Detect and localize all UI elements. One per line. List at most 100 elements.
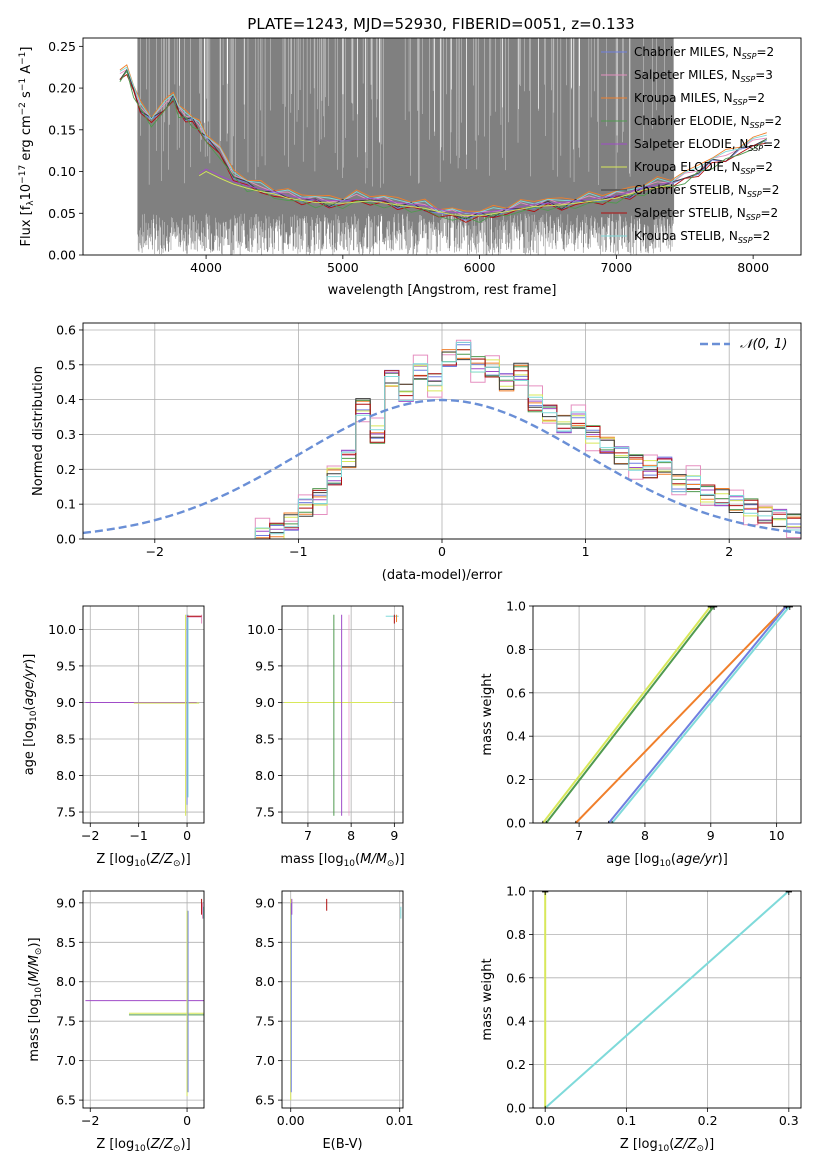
plot-frame <box>281 890 404 1109</box>
x-tick-label: 0 <box>183 828 191 843</box>
x-tick-label: 0.00 <box>277 1113 305 1128</box>
y-tick-label: 1.0 <box>506 599 526 614</box>
y-tick-label: 0.8 <box>506 927 526 942</box>
endpoint-marker: + <box>572 819 580 830</box>
y-tick-label: 0.25 <box>48 39 76 54</box>
model-spectrum-8 <box>119 66 767 215</box>
x-tick-label: 9 <box>707 828 715 843</box>
y-tick-label: 9.5 <box>255 658 275 673</box>
residuals-axes: −2 −1 0 1 2 0.0 0.1 0.2 0.3 0.4 0.5 0.6 <box>56 322 801 559</box>
x-tick-label: 8 <box>347 828 355 843</box>
elodie-spectrum-5 <box>198 170 672 217</box>
residual-histogram-8 <box>254 341 801 539</box>
spectrum-legend: Chabrier MILES, NSSP=2 Salpeter MILES, NS… <box>601 45 782 245</box>
y-tick-label: 0.05 <box>48 206 76 221</box>
plot-frame <box>82 890 205 1109</box>
y-tick-label: 9.0 <box>56 895 76 910</box>
spectrum-series <box>119 38 768 255</box>
y-tick-label: 0.00 <box>48 248 76 263</box>
y-tick-label: 9.0 <box>255 895 275 910</box>
massweight-vs-Z-xlabel: Z [log10(Z/Z⊙)] <box>620 1137 714 1154</box>
endpoint-marker: + <box>605 819 613 830</box>
x-tick-label: 0.2 <box>698 1113 718 1128</box>
y-tick-label: 1.0 <box>506 884 526 899</box>
elodie-spectrum-4 <box>198 168 672 214</box>
mass-vs-Z-axes: −2 0 6.5 7.0 7.5 8.0 8.5 9.0 <box>56 891 204 1128</box>
legend-entry: Chabrier ELODIE, NSSP=2 <box>634 114 782 130</box>
plot-frame <box>532 890 802 1109</box>
y-tick-label: 9.0 <box>255 695 275 710</box>
plot-frame <box>82 322 802 540</box>
y-tick-label: 0.0 <box>56 532 76 547</box>
y-tick-label: 7.5 <box>56 1014 76 1029</box>
y-tick-label: 8.0 <box>255 974 275 989</box>
x-tick-label: 5000 <box>327 260 359 275</box>
age-vs-Z-ylabel: age [log10(age/yr)] <box>22 654 39 776</box>
endpoint-marker: + <box>710 602 718 613</box>
y-tick-label: 0.0 <box>506 816 526 831</box>
plot-frame <box>281 605 404 824</box>
y-tick-label: 0.3 <box>56 427 76 442</box>
y-tick-label: 7.5 <box>255 805 275 820</box>
legend-entry: Chabrier STELIB, NSSP=2 <box>634 183 779 199</box>
gaussian-curve <box>83 398 801 535</box>
endpoint-marker: + <box>541 1104 549 1115</box>
mass-vs-Z-ylabel: mass [log10(M/M⊙)] <box>27 937 44 1061</box>
mass-vs-Z-xlabel: Z [log10(Z/Z⊙)] <box>96 1137 190 1154</box>
y-tick-label: 8.0 <box>255 768 275 783</box>
endpoint-marker: + <box>539 819 547 830</box>
mass-vs-EBV-axes: 0.00 0.01 6.5 7.0 7.5 8.0 8.5 9.0 <box>255 891 414 1128</box>
legend-entry: Salpeter ELODIE, NSSP=2 <box>634 137 781 153</box>
x-tick-label: 0 <box>438 544 446 559</box>
cumulative-weight-line <box>611 606 791 823</box>
mass-vs-EBV-xlabel: E(B-V) <box>322 1137 362 1152</box>
y-tick-label: 0.20 <box>48 81 76 96</box>
residual-histogram-7 <box>255 349 801 539</box>
plot-frame <box>532 605 802 824</box>
y-tick-label: 8.5 <box>255 731 275 746</box>
cumulative-weight-line <box>607 606 788 823</box>
legend-entry: Salpeter MILES, NSSP=3 <box>634 68 773 84</box>
legend-entry: Kroupa ELODIE, NSSP=2 <box>634 160 773 176</box>
cumulative-weight-line <box>542 606 712 823</box>
y-tick-label: 0.4 <box>506 729 526 744</box>
x-tick-label: 8000 <box>737 260 769 275</box>
age-vs-mass-axes: 7 8 9 7.5 8.0 8.5 9.0 9.5 10.0 <box>247 606 403 843</box>
spectrum-xlabel: wavelength [Angstrom, rest frame] <box>328 283 557 298</box>
y-tick-label: 0.6 <box>506 970 526 985</box>
x-tick-label: 0.1 <box>616 1113 636 1128</box>
y-tick-label: 7.0 <box>255 1053 275 1068</box>
y-tick-label: 9.0 <box>56 695 76 710</box>
massweight-vs-age-axes: 7 8 9 10 0.0 0.2 0.4 0.6 0.8 1.0 <box>506 599 801 843</box>
plot-frame <box>82 605 205 824</box>
legend-entry: Kroupa STELIB, NSSP=2 <box>634 229 770 245</box>
spectrum-axes: 4000 5000 6000 7000 8000 0.00 0.05 0.10 0.15 0.20… <box>48 39 769 275</box>
x-tick-label: 0 <box>183 1113 191 1128</box>
x-tick-label: 1 <box>582 544 590 559</box>
age-vs-Z-series <box>85 614 203 816</box>
massweight-vs-Z-ylabel: mass weight <box>480 958 495 1040</box>
y-tick-label: 9.5 <box>56 658 76 673</box>
x-tick-label: 7 <box>575 828 583 843</box>
y-tick-label: 8.5 <box>56 935 76 950</box>
endpoint-marker: + <box>786 602 794 613</box>
y-tick-label: 0.2 <box>506 1057 526 1072</box>
residuals-ylabel: Normed distribution <box>31 366 46 496</box>
x-tick-label: −2 <box>81 828 99 843</box>
model-spectrum-3 <box>119 69 768 223</box>
x-tick-label: 7 <box>304 828 312 843</box>
endpoint-marker: + <box>608 819 616 830</box>
y-tick-label: 6.5 <box>255 1093 275 1108</box>
x-tick-label: 4000 <box>190 260 222 275</box>
histogram-series <box>83 339 801 539</box>
x-tick-label: 10 <box>769 828 785 843</box>
y-tick-label: 8.0 <box>56 768 76 783</box>
x-tick-label: 0.01 <box>386 1113 414 1128</box>
plot-frame <box>82 37 802 256</box>
legend-entry: 𝒩(0, 1) <box>740 337 787 352</box>
y-tick-label: 10.0 <box>247 622 275 637</box>
y-tick-label: 6.5 <box>56 1093 76 1108</box>
endpoint-marker: + <box>542 819 550 830</box>
legend-entry: Kroupa MILES, NSSP=2 <box>634 91 765 107</box>
